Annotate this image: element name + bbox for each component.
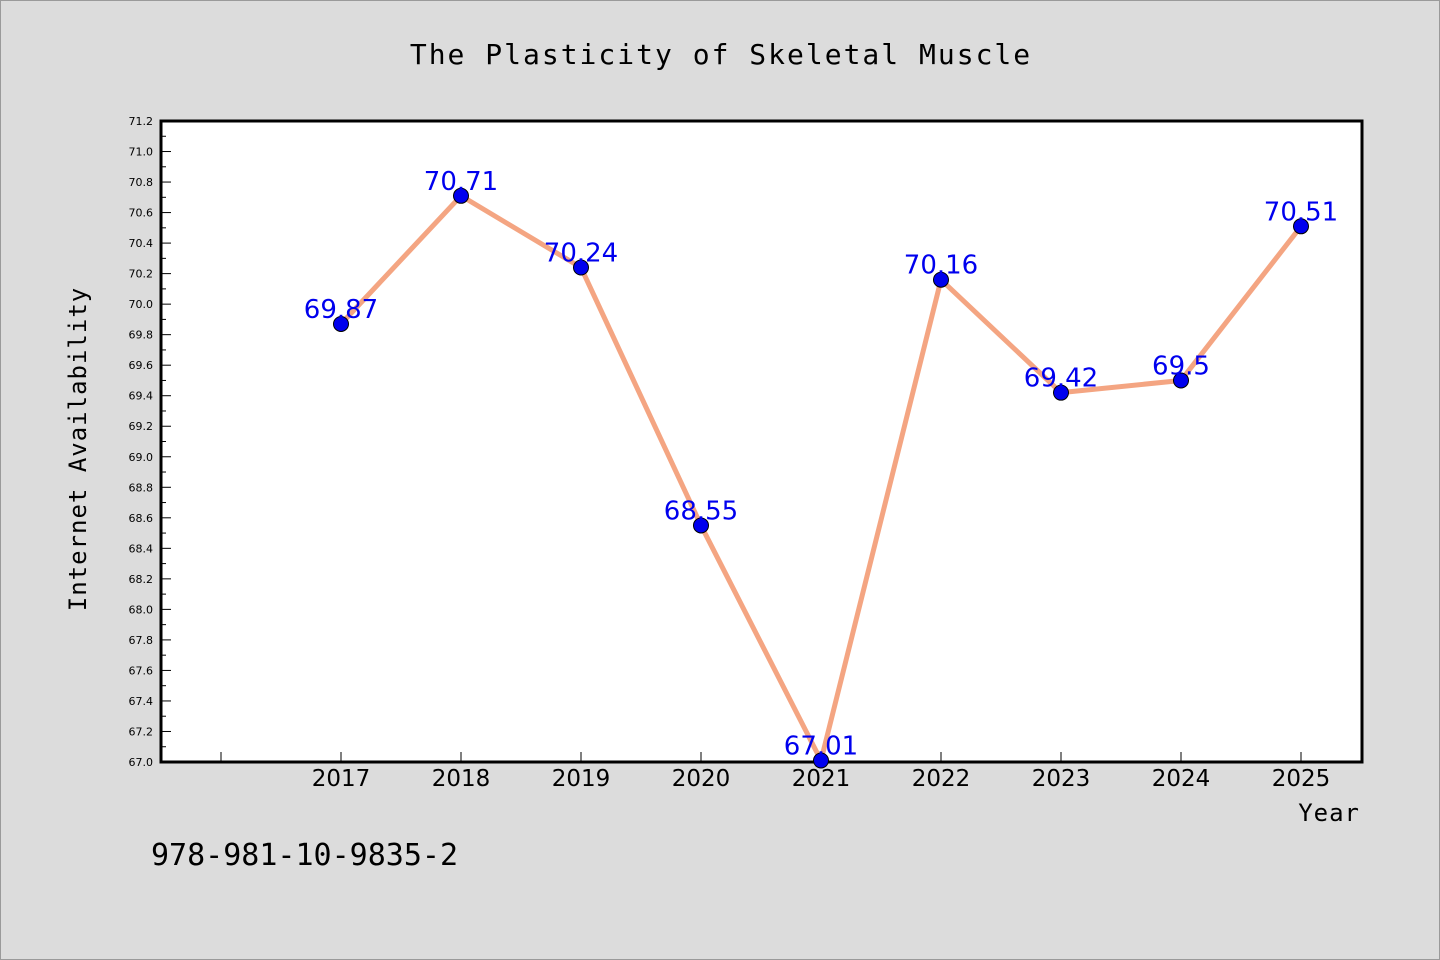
y-tick-label: 68.0 <box>129 603 154 616</box>
data-label: 70.71 <box>424 167 498 197</box>
y-axis: 67.0 67.2 67.4 67.6 67.8 68.0 68.2 68.4 68.6 68.8… <box>129 115 171 769</box>
data-label: 70.24 <box>544 239 618 269</box>
data-point <box>333 315 349 332</box>
x-tick-label: 2022 <box>912 766 971 792</box>
x-tick-label: 2019 <box>552 766 611 792</box>
data-label: 69.5 <box>1152 351 1210 381</box>
y-tick-label: 67.2 <box>129 725 154 738</box>
data-label: 69.87 <box>304 295 378 325</box>
data-labels: 69.87 70.71 70.24 68.55 67.01 70.16 69.42 69.5 7… <box>304 167 1338 762</box>
y-tick-label: 69.6 <box>129 359 154 372</box>
y-tick-label: 69.2 <box>129 420 154 433</box>
y-axis-label: Internet Availability <box>64 287 92 611</box>
data-label: 70.51 <box>1264 197 1338 227</box>
x-tick-label: 2023 <box>1032 766 1091 792</box>
y-tick-label: 67.0 <box>129 756 154 769</box>
data-series <box>333 187 1309 769</box>
y-tick-label: 70.8 <box>129 176 154 189</box>
data-point <box>453 187 469 204</box>
x-axis-label: Year <box>1298 799 1360 827</box>
y-tick-label: 70.4 <box>129 237 154 250</box>
data-point <box>1293 218 1309 235</box>
x-axis: 2017 2018 2019 2020 2021 2022 2023 2024 2025 <box>220 752 1331 792</box>
y-tick-label: 69.8 <box>129 329 154 342</box>
y-tick-label: 69.4 <box>129 390 154 403</box>
x-tick-label: 2017 <box>312 766 371 792</box>
plot-area <box>159 119 1364 764</box>
footnote-isbn: 978-981-10-9835-2 <box>151 838 458 873</box>
x-tick-label: 2021 <box>792 766 851 792</box>
y-tick-label: 68.6 <box>129 512 154 525</box>
data-label: 67.01 <box>784 731 858 761</box>
data-label: 70.16 <box>904 251 978 281</box>
y-tick-label: 67.6 <box>129 664 154 677</box>
x-tick-label: 2025 <box>1272 766 1331 792</box>
x-tick-label: 2024 <box>1152 766 1211 792</box>
y-tick-label: 67.8 <box>129 634 154 647</box>
data-point <box>1173 372 1189 389</box>
y-tick-label: 67.4 <box>129 695 154 708</box>
chart-title: The Plasticity of Skeletal Muscle <box>410 38 1032 71</box>
data-point <box>693 517 709 534</box>
y-tick-label: 70.2 <box>129 268 154 281</box>
x-tick-label: 2018 <box>432 766 491 792</box>
y-tick-label: 68.2 <box>129 573 154 586</box>
y-tick-label: 69.0 <box>129 451 154 464</box>
data-label: 68.55 <box>664 496 738 526</box>
y-tick-label: 68.8 <box>129 481 154 494</box>
data-point <box>573 259 589 276</box>
y-tick-label: 68.4 <box>129 542 154 555</box>
y-tick-label: 71.2 <box>129 115 154 128</box>
data-point <box>1053 384 1069 401</box>
y-tick-label: 71.0 <box>129 146 154 159</box>
data-label: 69.42 <box>1024 364 1098 394</box>
data-point <box>933 271 949 288</box>
x-tick-label: 2020 <box>672 766 731 792</box>
y-tick-label: 70.6 <box>129 207 154 220</box>
y-tick-label: 70.0 <box>129 298 154 311</box>
data-point <box>813 752 829 769</box>
